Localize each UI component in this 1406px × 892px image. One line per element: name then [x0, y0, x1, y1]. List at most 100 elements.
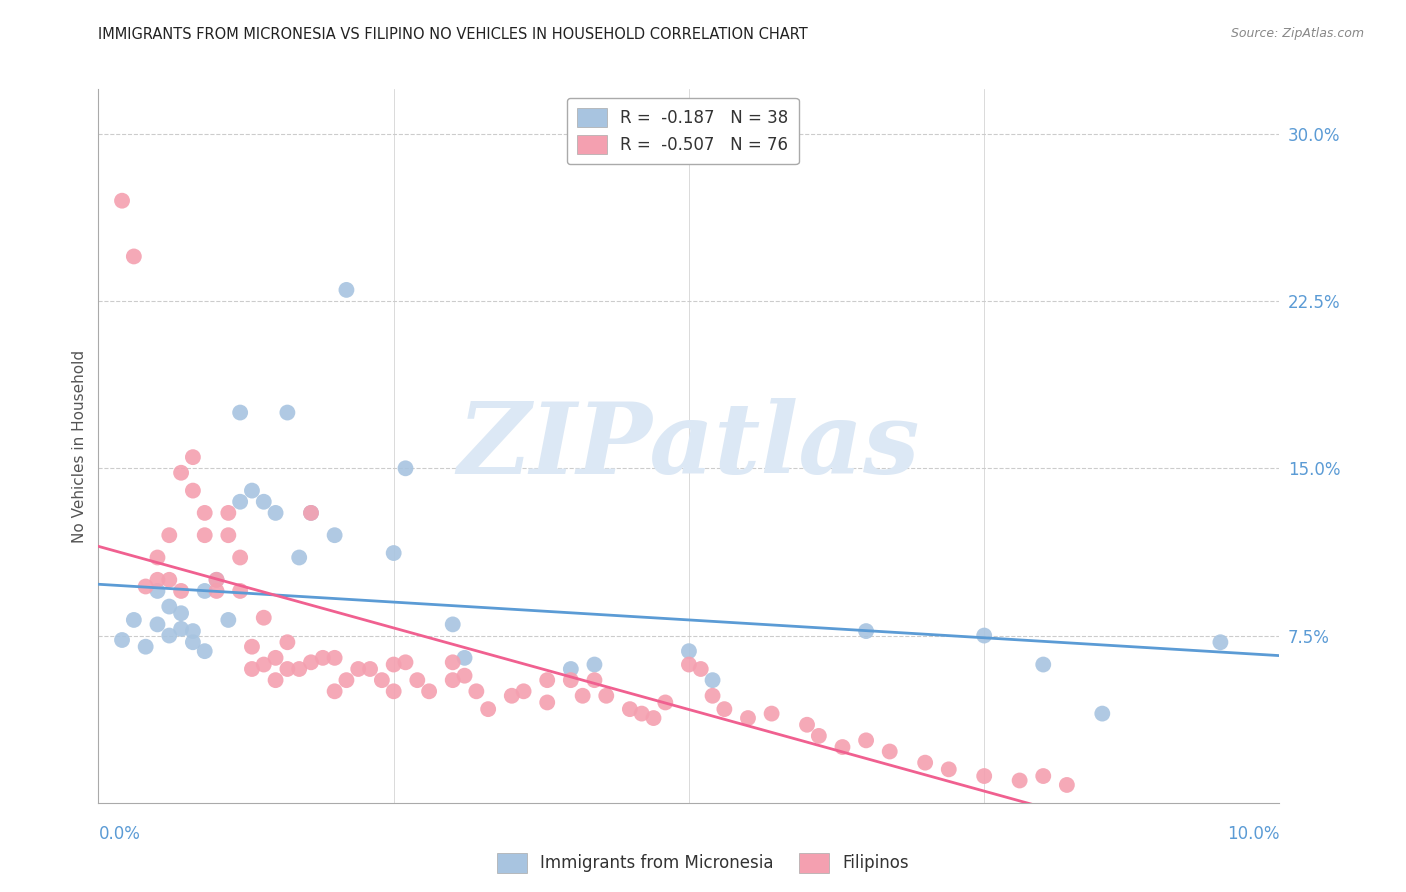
Point: [229, 494, 252, 508]
Point: [170, 622, 193, 636]
Y-axis label: No Vehicles in Household: No Vehicles in Household: [72, 350, 87, 542]
Point: [181, 450, 204, 465]
Point: [938, 762, 960, 776]
Point: [371, 673, 394, 687]
Point: [512, 684, 534, 698]
Point: [1209, 635, 1232, 649]
Point: [253, 494, 276, 508]
Point: [157, 599, 180, 614]
Point: [619, 702, 641, 716]
Point: [170, 583, 193, 598]
Point: [441, 617, 464, 632]
Point: [737, 711, 759, 725]
Point: [299, 506, 322, 520]
Point: [678, 657, 700, 672]
Point: [146, 617, 169, 632]
Point: [229, 405, 252, 420]
Point: [702, 673, 724, 687]
Text: IMMIGRANTS FROM MICRONESIA VS FILIPINO NO VEHICLES IN HOUSEHOLD CORRELATION CHAR: IMMIGRANTS FROM MICRONESIA VS FILIPINO N…: [98, 27, 808, 42]
Point: [807, 729, 830, 743]
Point: [276, 405, 298, 420]
Point: [217, 613, 239, 627]
Point: [194, 583, 217, 598]
Point: [111, 194, 134, 208]
Point: [1008, 773, 1031, 788]
Point: [382, 546, 405, 560]
Point: [122, 613, 145, 627]
Point: [335, 673, 357, 687]
Point: [111, 633, 134, 648]
Point: [855, 733, 877, 747]
Point: [194, 644, 217, 658]
Point: [418, 684, 440, 698]
Point: [713, 702, 735, 716]
Point: [678, 644, 700, 658]
Point: [276, 635, 298, 649]
Point: [299, 655, 322, 669]
Point: [146, 573, 169, 587]
Point: [1032, 769, 1054, 783]
Point: [312, 651, 335, 665]
Point: [359, 662, 381, 676]
Point: [205, 583, 228, 598]
Point: [560, 662, 582, 676]
Point: [323, 528, 346, 542]
Point: [240, 640, 263, 654]
Text: ZIPatlas: ZIPatlas: [458, 398, 920, 494]
Point: [973, 628, 995, 642]
Point: [583, 657, 606, 672]
Point: [217, 528, 239, 542]
Point: [465, 684, 488, 698]
Point: [253, 610, 276, 624]
Point: [135, 640, 157, 654]
Point: [973, 769, 995, 783]
Point: [855, 624, 877, 639]
Point: [831, 740, 853, 755]
Text: 10.0%: 10.0%: [1227, 825, 1279, 843]
Point: [170, 607, 193, 621]
Point: [288, 662, 311, 676]
Point: [205, 573, 228, 587]
Point: [181, 635, 204, 649]
Text: 0.0%: 0.0%: [98, 825, 141, 843]
Point: [157, 528, 180, 542]
Point: [240, 662, 263, 676]
Point: [264, 506, 287, 520]
Point: [879, 744, 901, 758]
Point: [560, 673, 582, 687]
Legend: Immigrants from Micronesia, Filipinos: Immigrants from Micronesia, Filipinos: [491, 847, 915, 880]
Point: [441, 655, 464, 669]
Point: [394, 461, 416, 475]
Point: [205, 573, 228, 587]
Point: [382, 657, 405, 672]
Point: [335, 283, 357, 297]
Point: [181, 624, 204, 639]
Point: [299, 506, 322, 520]
Point: [170, 466, 193, 480]
Point: [441, 673, 464, 687]
Point: [1091, 706, 1114, 721]
Point: [229, 583, 252, 598]
Point: [194, 528, 217, 542]
Point: [194, 506, 217, 520]
Point: [394, 655, 416, 669]
Point: [477, 702, 499, 716]
Point: [654, 696, 676, 710]
Point: [453, 669, 475, 683]
Point: [382, 684, 405, 698]
Point: [1032, 657, 1054, 672]
Point: [181, 483, 204, 498]
Point: [796, 717, 818, 731]
Point: [689, 662, 711, 676]
Point: [135, 580, 157, 594]
Point: [595, 689, 617, 703]
Point: [630, 706, 652, 721]
Point: [583, 673, 606, 687]
Point: [914, 756, 936, 770]
Point: [276, 662, 298, 676]
Point: [761, 706, 783, 721]
Point: [229, 550, 252, 565]
Point: [264, 651, 287, 665]
Point: [347, 662, 370, 676]
Point: [406, 673, 429, 687]
